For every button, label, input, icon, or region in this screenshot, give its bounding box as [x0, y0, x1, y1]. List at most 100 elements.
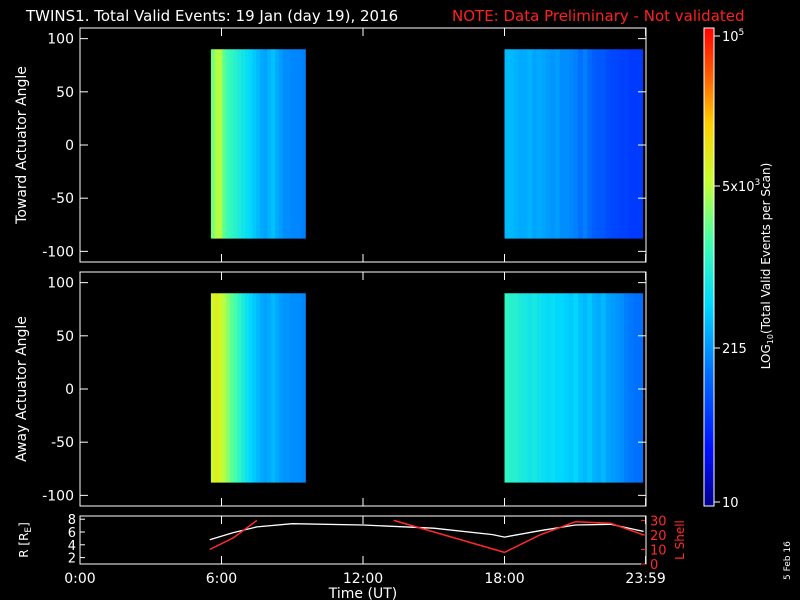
heatmap-column [637, 293, 644, 483]
heatmap-column [233, 293, 238, 483]
right-ytick-label: 30 [650, 514, 667, 529]
heatmap-column [513, 49, 519, 239]
heatmap-column [587, 49, 593, 239]
heatmap-column [282, 49, 287, 239]
colorbar [703, 27, 715, 507]
heatmap-column [297, 49, 303, 239]
heatmap-column [568, 293, 575, 483]
heatmap-column [568, 49, 575, 239]
heatmap-column [522, 49, 529, 239]
heatmap-column [248, 49, 253, 239]
heatmap-column [614, 293, 621, 483]
ytick-label: -100 [42, 488, 74, 504]
ytick-label: 0 [65, 382, 74, 398]
ytick-label: -50 [51, 191, 74, 207]
heatmap-column [550, 49, 556, 239]
right-ytick-label: 0 [650, 558, 658, 573]
heatmap-column [275, 49, 280, 239]
ytick-label: 100 [47, 32, 74, 48]
radius-series-line [209, 523, 644, 541]
heatmap-column [263, 49, 269, 239]
right-ytick-label: 10 [650, 543, 667, 558]
heatmap-column [222, 49, 227, 239]
heatmap-column [582, 293, 588, 483]
heatmap-column [610, 293, 616, 483]
figure-title: TWINS1. Total Valid Events: 19 Jan (day … [25, 7, 398, 25]
heatmap-column [225, 293, 231, 483]
heatmap-column [518, 49, 524, 239]
heatmap-column [286, 49, 291, 239]
heatmap-column [290, 293, 295, 483]
heatmap-column [233, 49, 238, 239]
heatmap-column [256, 293, 261, 483]
heatmap-column [601, 293, 607, 483]
xaxis-label: Time (UT) [328, 586, 397, 600]
ytick-label: -50 [51, 435, 74, 451]
heatmap-column [256, 49, 261, 239]
heatmap-column [536, 49, 542, 239]
heatmap-column [252, 49, 257, 239]
heatmap-column [237, 49, 242, 239]
heatmap-column [229, 293, 235, 483]
heatmap-column [628, 293, 634, 483]
heatmap-column [591, 49, 598, 239]
top-heatmap [210, 49, 644, 239]
heatmap-column [550, 293, 556, 483]
ytick-label: 50 [56, 329, 74, 345]
ytick-label: 2 [68, 552, 76, 567]
heatmap-column [564, 293, 570, 483]
heatmap-column [564, 49, 570, 239]
ytick-label: 0 [65, 138, 74, 154]
heatmap-column [229, 49, 235, 239]
heatmap-column [286, 293, 291, 483]
heatmap-column [610, 49, 616, 239]
heatmap-column [601, 49, 607, 239]
heatmap-column [545, 293, 552, 483]
colorbar-tick-label: 10 [722, 496, 739, 511]
xtick-label: 18:00 [484, 571, 524, 587]
heatmap-column [271, 49, 276, 239]
heatmap-column [605, 49, 611, 239]
ytick-label: 100 [47, 276, 74, 292]
heatmap-column [504, 49, 510, 239]
heatmap-column [619, 293, 625, 483]
heatmap-column [619, 49, 625, 239]
heatmap-column [214, 293, 220, 483]
heatmap-column [252, 293, 257, 483]
heatmap-column [244, 49, 250, 239]
heatmap-column [241, 293, 246, 483]
heatmap-column [263, 293, 269, 483]
heatmap-column [267, 49, 272, 239]
colorbar-ticks: 105 5x103 215 10 [714, 28, 760, 511]
heatmap-column [522, 293, 529, 483]
colorbar-tick-label: 5x103 [722, 178, 760, 195]
bottom-ylabel: R [RE] [17, 522, 34, 558]
ytick-label: 8 [68, 513, 76, 528]
heatmap-column [225, 49, 231, 239]
heatmap-column [271, 293, 276, 483]
heatmap-column [518, 293, 524, 483]
heatmap-column [267, 293, 272, 483]
lshell-series-line [393, 519, 505, 554]
heatmap-column [545, 49, 552, 239]
heatmap-column [244, 293, 250, 483]
colorbar-label: LOG10(Total Valid Events per Scan) [759, 163, 775, 370]
heatmap-column [282, 293, 287, 483]
heatmap-column [297, 293, 303, 483]
heatmap-column [513, 293, 519, 483]
heatmap-column [293, 293, 299, 483]
heatmap-column [573, 49, 579, 239]
heatmap-column [587, 293, 593, 483]
middle-ylabel: Away Actuator Angle [14, 316, 30, 462]
heatmap-column [624, 293, 630, 483]
heatmap-column [559, 293, 565, 483]
heatmap-column [637, 49, 644, 239]
heatmap-column [509, 49, 515, 239]
heatmap-column [293, 49, 299, 239]
xtick-label: 12:00 [343, 571, 383, 587]
lshell-series-line [209, 519, 258, 551]
xtick-label: 6:00 [206, 571, 237, 587]
heatmap-column [218, 293, 223, 483]
heatmap-column [278, 49, 284, 239]
